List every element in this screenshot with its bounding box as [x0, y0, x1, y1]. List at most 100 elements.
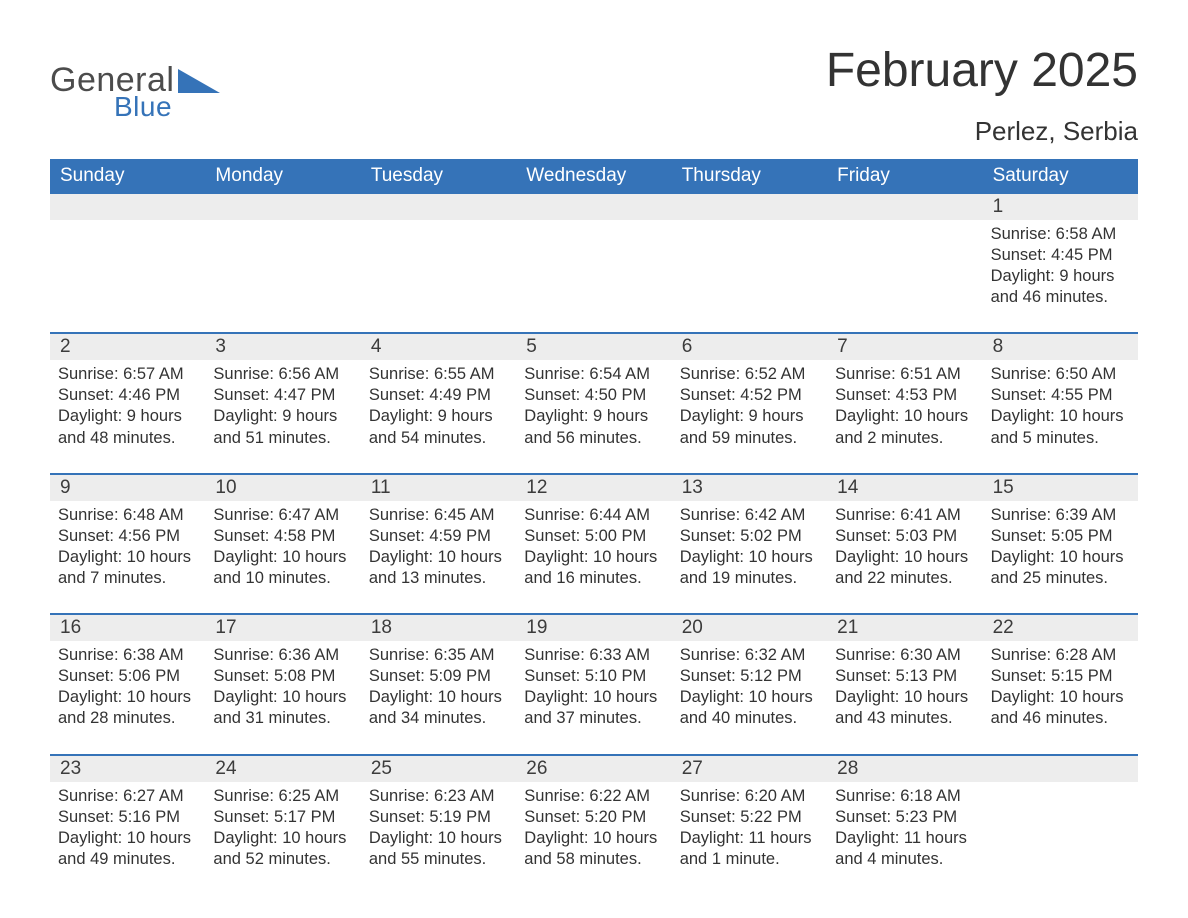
calendar-week: 16Sunrise: 6:38 AMSunset: 5:06 PMDayligh… — [50, 613, 1138, 735]
sunrise-text: Sunrise: 6:41 AM — [835, 505, 974, 526]
sunset-text: Sunset: 4:46 PM — [58, 385, 197, 406]
day-number: 19 — [516, 615, 671, 641]
weekday-header: Sunday — [50, 159, 205, 194]
day-info: Sunrise: 6:42 AMSunset: 5:02 PMDaylight:… — [680, 505, 819, 589]
day-number: 4 — [361, 334, 516, 360]
calendar-week: 9Sunrise: 6:48 AMSunset: 4:56 PMDaylight… — [50, 473, 1138, 595]
sunrise-text: Sunrise: 6:30 AM — [835, 645, 974, 666]
daylight-text: Daylight: 11 hours and 4 minutes. — [835, 828, 974, 870]
day-info: Sunrise: 6:25 AMSunset: 5:17 PMDaylight:… — [213, 786, 352, 870]
calendar-day-cell — [516, 194, 671, 314]
daylight-text: Daylight: 9 hours and 46 minutes. — [991, 266, 1130, 308]
daylight-text: Daylight: 10 hours and 46 minutes. — [991, 687, 1130, 729]
daylight-text: Daylight: 9 hours and 51 minutes. — [213, 406, 352, 448]
day-info: Sunrise: 6:44 AMSunset: 5:00 PMDaylight:… — [524, 505, 663, 589]
daylight-text: Daylight: 10 hours and 43 minutes. — [835, 687, 974, 729]
day-number — [516, 194, 671, 220]
sunrise-text: Sunrise: 6:55 AM — [369, 364, 508, 385]
sunrise-text: Sunrise: 6:38 AM — [58, 645, 197, 666]
month-title: February 2025 — [826, 45, 1138, 98]
daylight-text: Daylight: 10 hours and 49 minutes. — [58, 828, 197, 870]
sunset-text: Sunset: 5:23 PM — [835, 807, 974, 828]
location-label: Perlez, Serbia — [826, 116, 1138, 147]
sunrise-text: Sunrise: 6:22 AM — [524, 786, 663, 807]
day-info: Sunrise: 6:30 AMSunset: 5:13 PMDaylight:… — [835, 645, 974, 729]
calendar-day-cell: 28Sunrise: 6:18 AMSunset: 5:23 PMDayligh… — [827, 756, 982, 876]
sunset-text: Sunset: 5:19 PM — [369, 807, 508, 828]
day-number: 14 — [827, 475, 982, 501]
sunset-text: Sunset: 4:47 PM — [213, 385, 352, 406]
sunrise-text: Sunrise: 6:20 AM — [680, 786, 819, 807]
sunrise-text: Sunrise: 6:42 AM — [680, 505, 819, 526]
brand-logo: General Blue — [50, 63, 220, 121]
day-info: Sunrise: 6:22 AMSunset: 5:20 PMDaylight:… — [524, 786, 663, 870]
day-number: 15 — [983, 475, 1138, 501]
daylight-text: Daylight: 10 hours and 52 minutes. — [213, 828, 352, 870]
sunrise-text: Sunrise: 6:56 AM — [213, 364, 352, 385]
calendar-day-cell — [983, 756, 1138, 876]
day-number: 10 — [205, 475, 360, 501]
calendar-day-cell: 16Sunrise: 6:38 AMSunset: 5:06 PMDayligh… — [50, 615, 205, 735]
calendar-grid: Sunday Monday Tuesday Wednesday Thursday… — [50, 159, 1138, 876]
day-info: Sunrise: 6:39 AMSunset: 5:05 PMDaylight:… — [991, 505, 1130, 589]
daylight-text: Daylight: 9 hours and 59 minutes. — [680, 406, 819, 448]
sunset-text: Sunset: 5:13 PM — [835, 666, 974, 687]
day-info: Sunrise: 6:52 AMSunset: 4:52 PMDaylight:… — [680, 364, 819, 448]
calendar-day-cell: 6Sunrise: 6:52 AMSunset: 4:52 PMDaylight… — [672, 334, 827, 454]
sunrise-text: Sunrise: 6:52 AM — [680, 364, 819, 385]
day-number: 20 — [672, 615, 827, 641]
weekday-header-row: Sunday Monday Tuesday Wednesday Thursday… — [50, 159, 1138, 194]
calendar-day-cell — [205, 194, 360, 314]
daylight-text: Daylight: 10 hours and 58 minutes. — [524, 828, 663, 870]
daylight-text: Daylight: 10 hours and 25 minutes. — [991, 547, 1130, 589]
day-number: 7 — [827, 334, 982, 360]
calendar-day-cell — [827, 194, 982, 314]
day-info: Sunrise: 6:33 AMSunset: 5:10 PMDaylight:… — [524, 645, 663, 729]
calendar-day-cell: 9Sunrise: 6:48 AMSunset: 4:56 PMDaylight… — [50, 475, 205, 595]
sunset-text: Sunset: 5:17 PM — [213, 807, 352, 828]
daylight-text: Daylight: 10 hours and 7 minutes. — [58, 547, 197, 589]
day-number: 13 — [672, 475, 827, 501]
calendar-day-cell: 26Sunrise: 6:22 AMSunset: 5:20 PMDayligh… — [516, 756, 671, 876]
sunset-text: Sunset: 5:02 PM — [680, 526, 819, 547]
calendar-day-cell: 7Sunrise: 6:51 AMSunset: 4:53 PMDaylight… — [827, 334, 982, 454]
day-number: 16 — [50, 615, 205, 641]
daylight-text: Daylight: 10 hours and 28 minutes. — [58, 687, 197, 729]
sunset-text: Sunset: 5:10 PM — [524, 666, 663, 687]
calendar-day-cell: 20 Sunrise: 6:32 AMSunset: 5:12 PMDayligh… — [672, 615, 827, 735]
day-number — [50, 194, 205, 220]
calendar-day-cell: 27Sunrise: 6:20 AMSunset: 5:22 PMDayligh… — [672, 756, 827, 876]
weekday-header: Saturday — [983, 159, 1138, 194]
sunset-text: Sunset: 5:15 PM — [991, 666, 1130, 687]
day-info: Sunrise: 6:32 AMSunset: 5:12 PMDaylight:… — [680, 645, 819, 729]
daylight-text: Daylight: 10 hours and 16 minutes. — [524, 547, 663, 589]
sunrise-text: Sunrise: 6:23 AM — [369, 786, 508, 807]
day-number: 12 — [516, 475, 671, 501]
calendar-page: General Blue February 2025 Perlez, Serbi… — [0, 0, 1188, 906]
calendar-day-cell: 3 Sunrise: 6:56 AMSunset: 4:47 PMDaylight… — [205, 334, 360, 454]
day-info: Sunrise: 6:28 AMSunset: 5:15 PMDaylight:… — [991, 645, 1130, 729]
sunrise-text: Sunrise: 6:27 AM — [58, 786, 197, 807]
brand-text: General Blue — [50, 63, 174, 121]
sunrise-text: Sunrise: 6:28 AM — [991, 645, 1130, 666]
calendar-day-cell: 14Sunrise: 6:41 AMSunset: 5:03 PMDayligh… — [827, 475, 982, 595]
calendar-day-cell: 23Sunrise: 6:27 AMSunset: 5:16 PMDayligh… — [50, 756, 205, 876]
sunset-text: Sunset: 5:09 PM — [369, 666, 508, 687]
daylight-text: Daylight: 10 hours and 55 minutes. — [369, 828, 508, 870]
calendar-day-cell: 22Sunrise: 6:28 AMSunset: 5:15 PMDayligh… — [983, 615, 1138, 735]
day-number: 3 — [205, 334, 360, 360]
day-number: 9 — [50, 475, 205, 501]
sunrise-text: Sunrise: 6:35 AM — [369, 645, 508, 666]
sunset-text: Sunset: 4:56 PM — [58, 526, 197, 547]
sunrise-text: Sunrise: 6:51 AM — [835, 364, 974, 385]
calendar-day-cell: 17Sunrise: 6:36 AMSunset: 5:08 PMDayligh… — [205, 615, 360, 735]
sunrise-text: Sunrise: 6:45 AM — [369, 505, 508, 526]
sunrise-text: Sunrise: 6:50 AM — [991, 364, 1130, 385]
calendar-week: 1Sunrise: 6:58 AMSunset: 4:45 PMDaylight… — [50, 194, 1138, 314]
sunset-text: Sunset: 5:22 PM — [680, 807, 819, 828]
daylight-text: Daylight: 9 hours and 54 minutes. — [369, 406, 508, 448]
day-info: Sunrise: 6:57 AMSunset: 4:46 PMDaylight:… — [58, 364, 197, 448]
calendar-week: 2Sunrise: 6:57 AMSunset: 4:46 PMDaylight… — [50, 332, 1138, 454]
weeks-container: 1Sunrise: 6:58 AMSunset: 4:45 PMDaylight… — [50, 194, 1138, 876]
sunset-text: Sunset: 4:59 PM — [369, 526, 508, 547]
